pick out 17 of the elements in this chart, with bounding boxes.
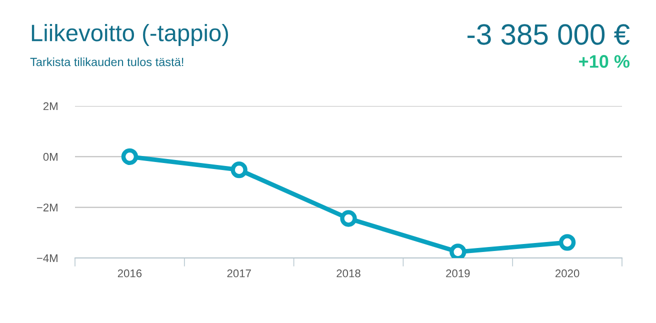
point [121, 148, 138, 165]
y-tick-label: 0M [43, 152, 58, 161]
chart-subtitle: Tarkista tilikauden tulos tästä! [30, 58, 184, 66]
x-tick-label: 2018 [336, 269, 360, 278]
x-tick-label: 2020 [556, 269, 580, 278]
text: +10 % [579, 55, 630, 68]
point [558, 234, 576, 251]
x-tick-label: 2017 [227, 269, 251, 278]
y-tick-label: −4M [36, 254, 58, 262]
text: -3 385 000 € [468, 24, 630, 45]
chart-title: Liikevoitto (-tappio) [32, 24, 228, 46]
y-tick-label: −2M [36, 204, 58, 212]
point [230, 162, 248, 178]
x-tick-label: 2016 [118, 269, 142, 278]
x-tick-label: 2019 [446, 269, 470, 278]
y-tick-label: 2M [43, 102, 58, 110]
point [340, 210, 357, 227]
